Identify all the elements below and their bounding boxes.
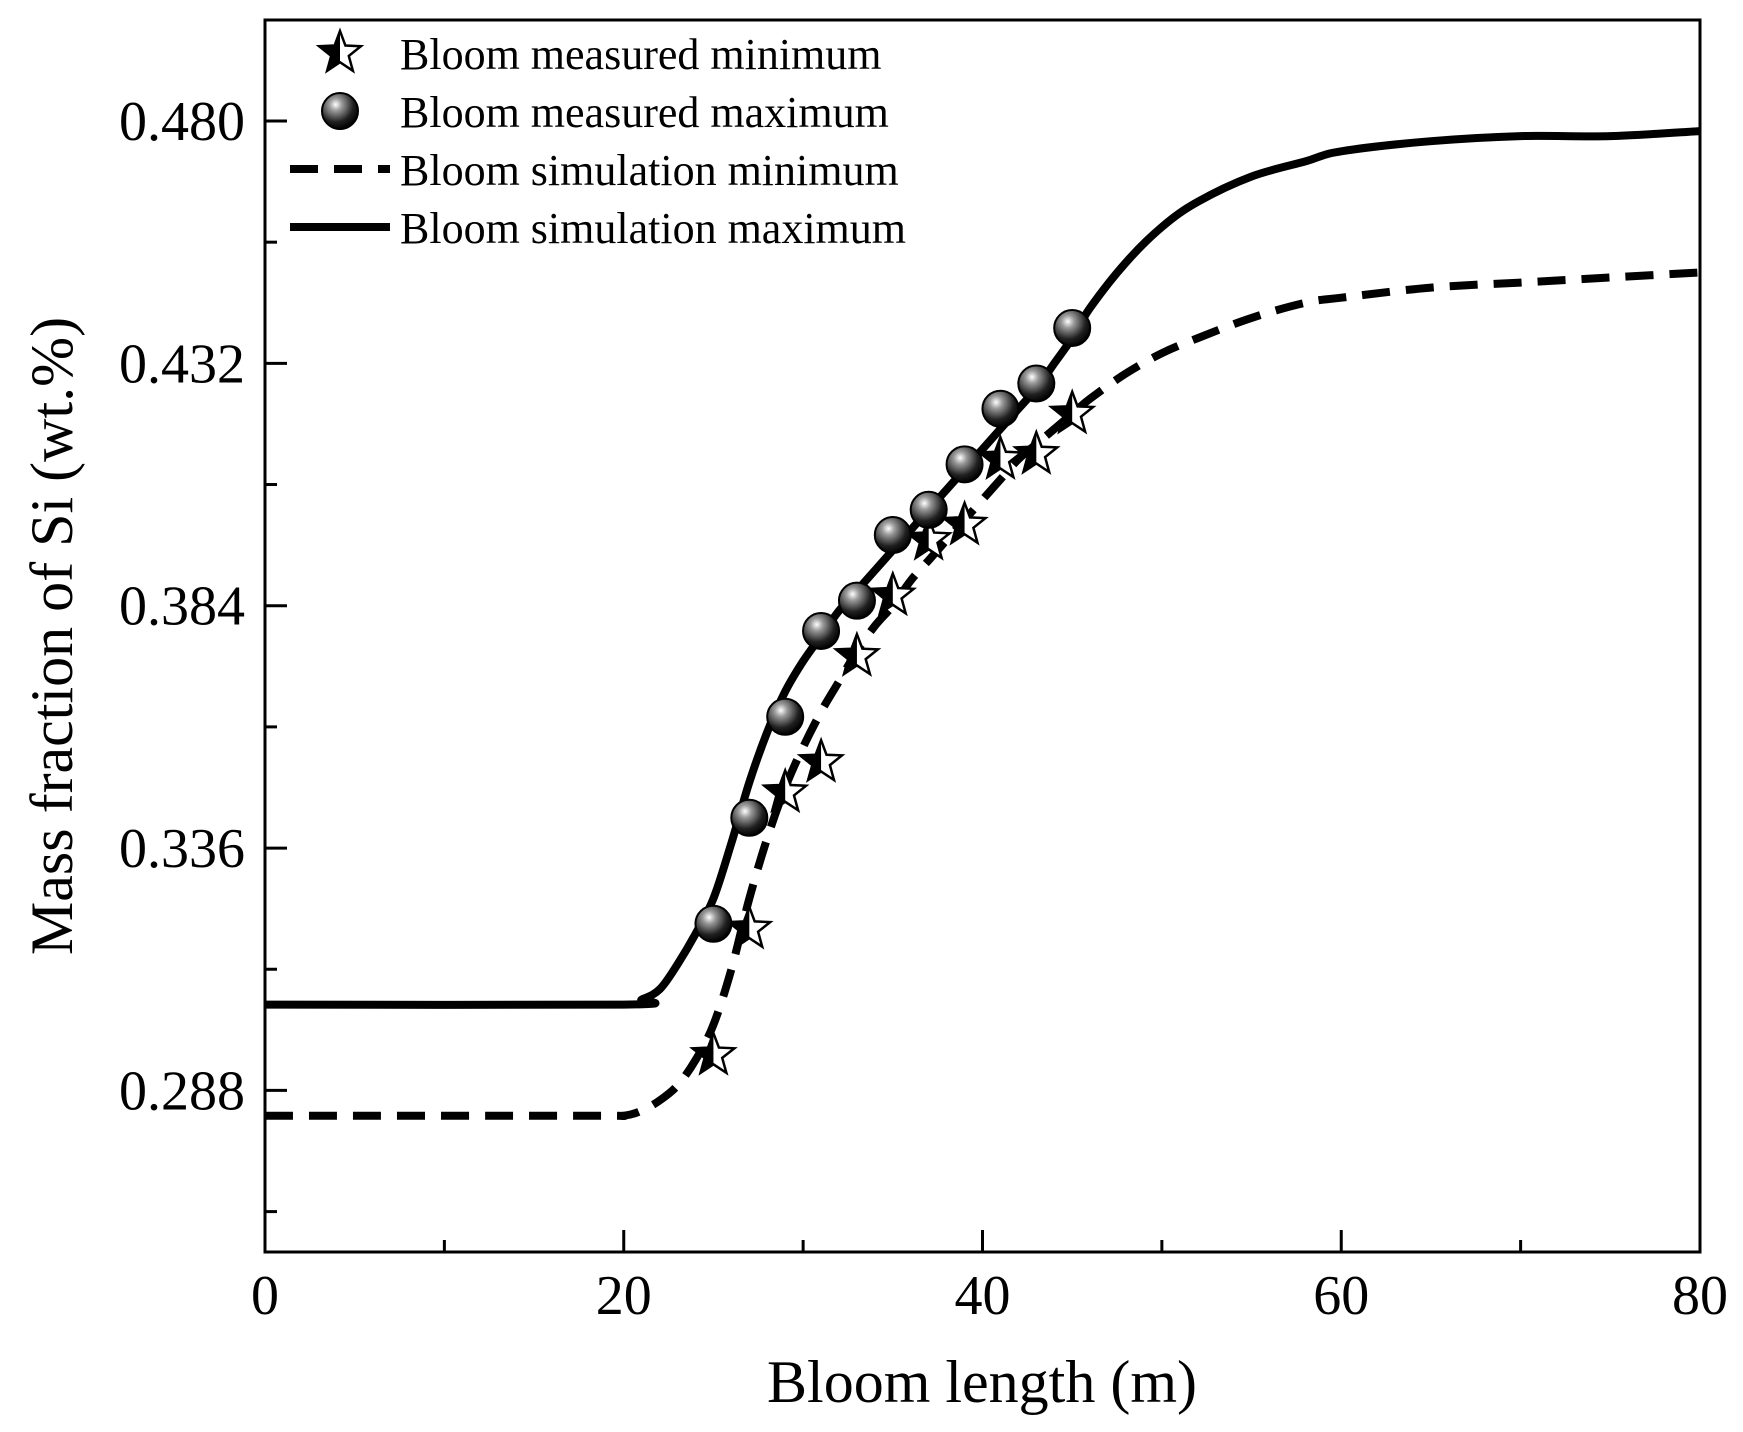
legend-label: Bloom simulation minimum [400, 146, 899, 195]
data-point-measured-minimum [832, 630, 882, 677]
legend-item: Bloom measured minimum [315, 27, 882, 79]
data-point-measured-maximum [1053, 309, 1092, 347]
star-shade [1014, 432, 1037, 473]
data-point-measured-maximum [837, 581, 876, 620]
data-point-measured-maximum [1017, 364, 1056, 403]
data-point-measured-minimum [760, 766, 810, 814]
x-axis-title: Bloom length (m) [767, 1349, 1197, 1415]
data-point-measured-minimum [868, 570, 918, 617]
data-point-measured-maximum [909, 490, 948, 529]
legend-star-icon [315, 27, 365, 74]
data-point-measured-maximum [981, 389, 1020, 428]
star-shade [834, 634, 857, 675]
y-tick-label: 0.336 [119, 818, 245, 880]
star-shade [799, 740, 822, 781]
star-shade [942, 502, 965, 544]
star-shade [727, 906, 750, 948]
star-outline [760, 766, 810, 814]
legend-label: Bloom measured minimum [400, 30, 882, 79]
data-point-measured-maximum [802, 611, 841, 650]
y-axis-title: Mass fraction of Si (wt.%) [19, 317, 85, 955]
data-point-measured-maximum [873, 516, 912, 555]
series-line-simulation-minimum [265, 268, 1701, 1121]
x-tick-label: 40 [955, 1265, 1011, 1327]
x-tick-label: 80 [1672, 1265, 1728, 1327]
y-tick-label: 0.288 [119, 1060, 245, 1122]
star-shade [318, 31, 340, 72]
data-point-measured-minimum [796, 736, 846, 783]
x-tick-label: 0 [251, 1265, 279, 1327]
legend-label: Bloom measured maximum [400, 88, 889, 137]
data-point-measured-maximum [730, 798, 769, 837]
series-line-simulation-maximum [264, 127, 1701, 1009]
star-shade [691, 1033, 714, 1074]
data-point-measured-maximum [766, 697, 805, 736]
data-point-measured-minimum [725, 903, 774, 950]
y-tick-label: 0.432 [119, 333, 245, 395]
legend-label: Bloom simulation maximum [400, 204, 906, 253]
legend-sphere-icon [321, 92, 359, 130]
star-outline [1047, 388, 1097, 435]
star-outline [904, 514, 953, 561]
star-shade [978, 437, 1001, 478]
legend-item: Bloom simulation maximum [290, 204, 906, 253]
legend-item: Bloom simulation minimum [290, 146, 899, 195]
x-tick-label: 20 [596, 1265, 652, 1327]
data-point-measured-minimum [940, 499, 989, 546]
data-point-measured-minimum [689, 1029, 738, 1076]
star-shade [870, 573, 893, 615]
star-shade [1050, 391, 1073, 433]
y-tick-label: 0.480 [119, 91, 245, 153]
star-shade [763, 770, 786, 812]
data-point-measured-maximum [694, 904, 733, 943]
data-point-measured-minimum [904, 514, 953, 561]
data-point-measured-minimum [1012, 428, 1061, 475]
star-shade [906, 518, 929, 559]
data-point-measured-minimum [1047, 388, 1097, 435]
data-point-measured-minimum [976, 433, 1025, 480]
data-point-measured-maximum [945, 445, 984, 484]
x-tick-label: 60 [1313, 1265, 1369, 1327]
y-tick-label: 0.384 [119, 576, 245, 638]
legend-item: Bloom measured maximum [321, 88, 889, 137]
